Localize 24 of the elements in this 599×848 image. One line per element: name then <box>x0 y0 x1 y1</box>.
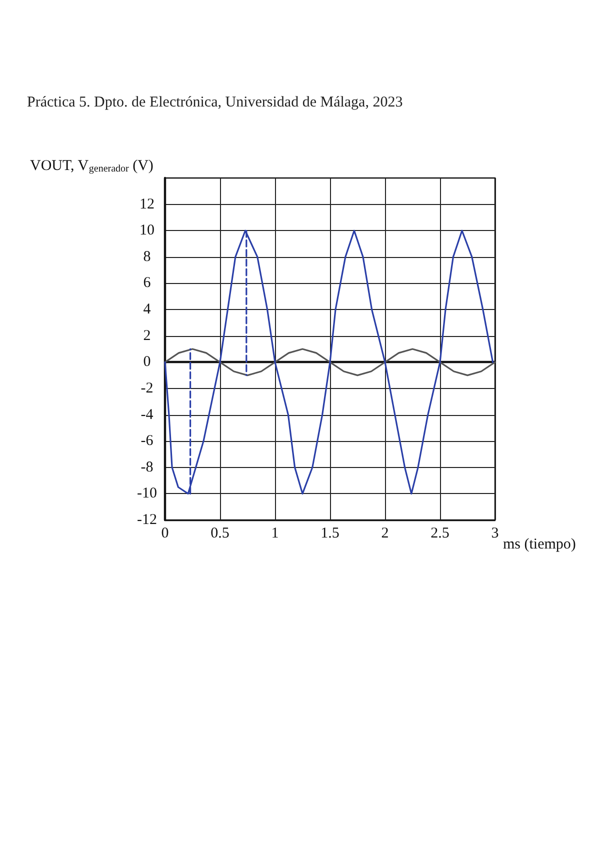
x-tick-label: 0 <box>161 526 169 542</box>
y-tick-label: 10 <box>140 222 154 239</box>
y-tick-label: 6 <box>143 275 152 292</box>
x-axis-title: ms (tiempo) <box>503 536 576 552</box>
x-tick-label: 0.5 <box>210 526 230 542</box>
x-tick-label: 2.5 <box>430 526 450 542</box>
x-tick-label: 1.5 <box>320 526 340 542</box>
line-series <box>164 348 496 376</box>
chart-title: Práctica 5. Dpto. de Electrónica, Universidad de Málaga, 2023 <box>27 94 403 110</box>
y-tick-label: 4 <box>143 302 152 318</box>
x-tick-label: 2 <box>381 526 389 542</box>
y-tick-label: -12 <box>137 512 157 528</box>
x-tick-label: 3 <box>491 526 499 542</box>
y-tick-label: -6 <box>140 433 154 450</box>
y-tick-label: 0 <box>143 354 151 370</box>
x-tick-label: 1 <box>271 526 279 542</box>
y-tick-label: 2 <box>143 328 151 344</box>
y-tick-label: -10 <box>137 486 157 502</box>
y-tick-label: -2 <box>140 380 154 396</box>
y-tick-label: 12 <box>140 196 154 212</box>
y-tick-label: 8 <box>143 248 151 265</box>
line-series <box>164 230 494 494</box>
y-tick-label: -4 <box>140 406 154 423</box>
y-tick-label: -8 <box>140 459 154 476</box>
